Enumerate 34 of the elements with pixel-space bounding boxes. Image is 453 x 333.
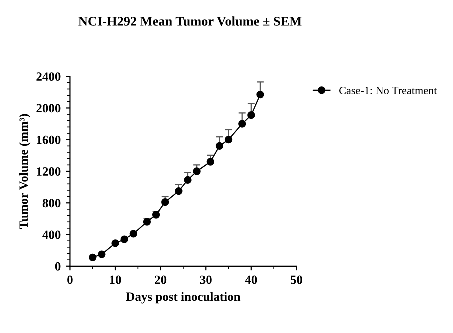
- y-tick-label: 2400: [36, 72, 61, 82]
- point: [120, 236, 128, 244]
- y-tick-label: 1200: [37, 168, 61, 176]
- chart-title: NCI-H292 Mean Tumor Volume ± SEM: [78, 16, 302, 26]
- y-tick-label: 800: [42, 199, 61, 208]
- y-tick-label: 0: [55, 262, 61, 271]
- point: [152, 211, 160, 219]
- y-axis-title: Tumor Volume (mm³): [19, 114, 31, 230]
- x-tick-label: 0: [68, 276, 73, 284]
- x-tick-label: 10: [110, 276, 122, 284]
- x-axis-title: Days post inoculation: [126, 292, 241, 304]
- point: [256, 90, 264, 99]
- point: [216, 142, 224, 150]
- point: [89, 254, 97, 262]
- point: [98, 250, 106, 258]
- point: [130, 230, 138, 238]
- point: [175, 187, 183, 196]
- x-tick-label: 40: [245, 276, 258, 284]
- y-tick-label: 1600: [37, 136, 61, 144]
- point: [248, 112, 256, 120]
- point: [224, 136, 233, 144]
- x-tick-label: 20: [155, 276, 167, 284]
- x-tick-label: 50: [290, 276, 302, 284]
- point: [143, 218, 152, 226]
- point: [238, 120, 246, 128]
- x-tick-label: 30: [200, 276, 212, 284]
- point: [112, 240, 120, 248]
- point: [193, 168, 201, 176]
- point: [162, 198, 170, 206]
- point: [184, 176, 192, 184]
- legend-label: Case-1: No Treatment: [340, 87, 438, 95]
- y-tick-label: 400: [42, 230, 61, 240]
- y-tick-label: 2000: [36, 104, 61, 113]
- point: [206, 158, 214, 166]
